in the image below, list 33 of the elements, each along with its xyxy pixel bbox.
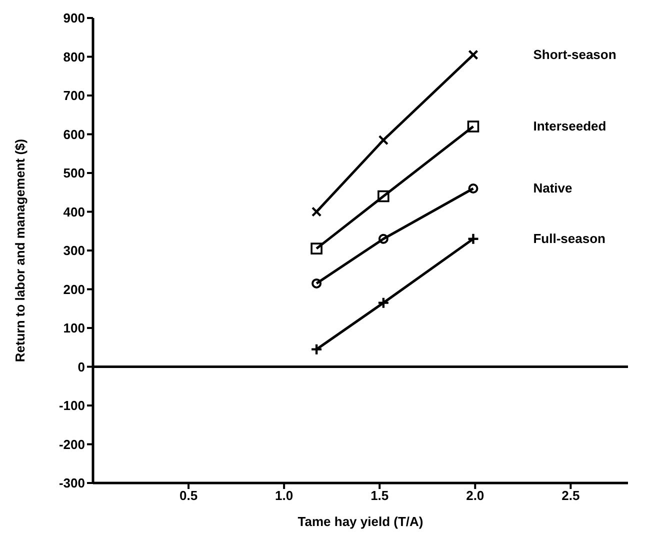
y-tick-label: 700: [63, 88, 85, 104]
y-tick-label: 100: [63, 320, 85, 336]
y-tick-label: 500: [63, 166, 85, 181]
x-tick-label: 1.0: [275, 488, 294, 504]
y-tick-label: 900: [63, 10, 85, 26]
text: Interseeded: [533, 118, 606, 134]
y-tick-label: 0: [78, 359, 85, 374]
text: Native: [533, 180, 572, 196]
point: [311, 206, 322, 217]
point: [378, 234, 388, 244]
point: [378, 190, 390, 202]
point: [468, 184, 478, 194]
text: Full-season: [533, 230, 606, 246]
y-tick-label: -200: [58, 436, 85, 452]
x-tick-label: 0.5: [179, 488, 198, 504]
point: [467, 120, 480, 132]
y-tick-label: -100: [58, 398, 85, 414]
y-tick-label: 400: [63, 204, 85, 220]
point: [378, 134, 389, 146]
y-tick-label: -300: [58, 476, 85, 491]
point: [312, 278, 322, 288]
x-tick-label: 2.5: [562, 488, 580, 504]
y-tick-label: 200: [63, 282, 85, 297]
y-tick-label: 600: [63, 126, 85, 142]
y-tick-label: 800: [63, 49, 85, 64]
x-tick-label: 2.0: [466, 488, 484, 504]
y-tick-label: 300: [63, 243, 85, 258]
x-axis-title: Tame hay yield (T/A): [298, 514, 424, 529]
x-tick-label: 1.5: [370, 488, 389, 504]
y-axis-title: Return to labor and management ($): [12, 138, 28, 362]
text: Short-season: [533, 46, 616, 62]
point: [310, 242, 322, 254]
point: [468, 50, 478, 60]
